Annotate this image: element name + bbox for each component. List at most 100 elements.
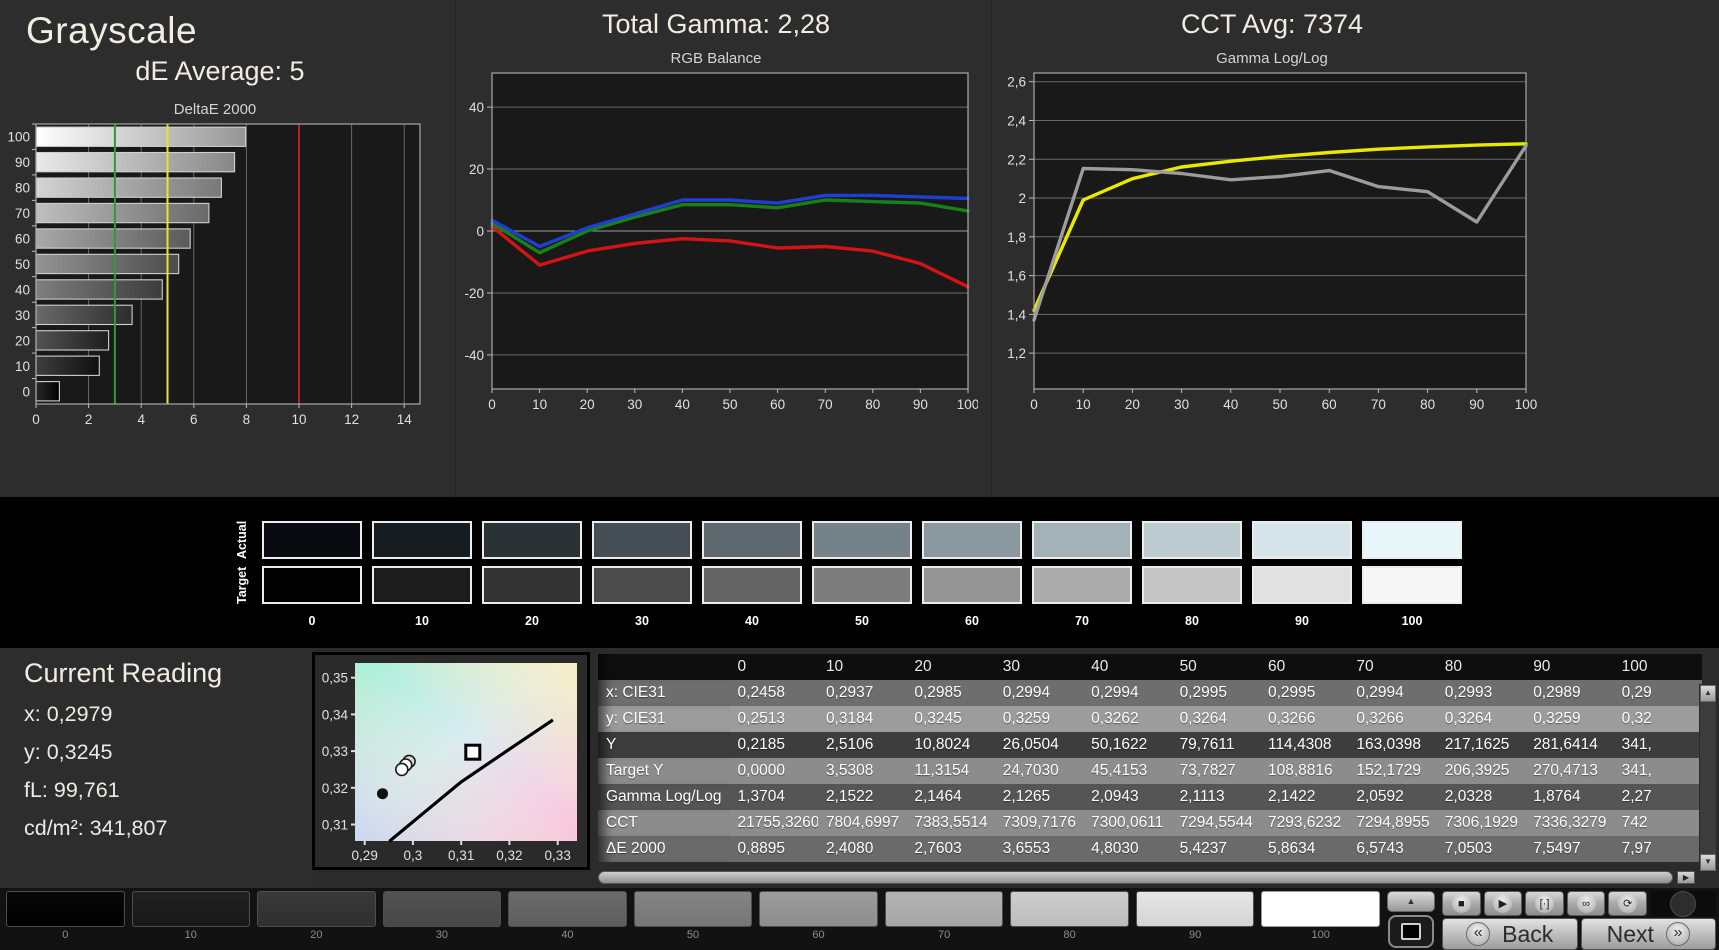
table-cell: 0,32 bbox=[1621, 710, 1652, 727]
next-button[interactable]: Next » bbox=[1580, 918, 1716, 950]
svg-text:1,6: 1,6 bbox=[1007, 269, 1026, 284]
pattern-up-button[interactable]: ▲ bbox=[1387, 891, 1435, 912]
pattern-patch-button[interactable] bbox=[257, 891, 376, 927]
table-cell: 281,6414 bbox=[1533, 736, 1598, 753]
target-swatch bbox=[1252, 566, 1352, 604]
table-cell: 3,5308 bbox=[825, 762, 874, 779]
stop-button[interactable]: ■ bbox=[1442, 891, 1481, 916]
refresh-button[interactable]: ⟳ bbox=[1608, 891, 1647, 916]
table-cell: 0,3266 bbox=[1267, 710, 1316, 727]
pattern-patch-button[interactable] bbox=[759, 891, 878, 927]
pattern-window-button[interactable] bbox=[1388, 915, 1434, 948]
svg-text:2: 2 bbox=[1018, 191, 1026, 206]
continuous-button[interactable]: ∞ bbox=[1566, 891, 1606, 916]
pattern-patch-button[interactable] bbox=[382, 891, 502, 927]
pattern-patch-button[interactable] bbox=[6, 891, 125, 927]
scroll-right-icon[interactable]: ▶ bbox=[1677, 871, 1695, 884]
table-row-label: ΔE 2000 bbox=[598, 836, 730, 862]
table-cell: 7309,7176 bbox=[1002, 814, 1077, 831]
table-header-row: 0 10 20 30 40 50 60 70 80 90 100 bbox=[598, 654, 1702, 680]
pattern-patch: 40 bbox=[508, 891, 627, 941]
svg-text:2,2: 2,2 bbox=[1007, 152, 1026, 167]
target-swatch bbox=[262, 566, 362, 604]
pattern-patch-button[interactable] bbox=[131, 891, 251, 927]
up-arrow-icon: ▲ bbox=[1406, 896, 1416, 906]
current-reading-panel: Current Reading x: 0,2979 y: 0,3245 fL: 99… bbox=[0, 648, 312, 888]
total-gamma-label: Total Gamma: 2,28 bbox=[601, 9, 831, 39]
swatch-level-label: 10 bbox=[415, 614, 429, 628]
table-cell: 45,4153 bbox=[1091, 762, 1148, 779]
table-cell: 7306,1929 bbox=[1444, 814, 1519, 831]
range-button[interactable]: [·] bbox=[1525, 891, 1564, 916]
table-cell: 0,2994 bbox=[1091, 684, 1139, 701]
table-cell: 10,8024 bbox=[914, 736, 971, 753]
table-cell: 2,27 bbox=[1621, 788, 1652, 805]
actual-swatch bbox=[1252, 521, 1352, 559]
target-swatch bbox=[592, 566, 692, 604]
table-row: Target Y 0,0000 3,5308 11,3154 24,7030 45,415… bbox=[598, 758, 1702, 784]
page-title: Grayscale bbox=[26, 10, 198, 51]
svg-text:-40: -40 bbox=[464, 348, 484, 363]
pattern-patch: 90 bbox=[1135, 891, 1255, 941]
deltae-bar-chart: 100 90 80 70 60 50 40 30 20 10 0 0 2 4 6 8 10 12 14 bbox=[0, 118, 455, 453]
transport-controls: ■ ▶ [·] ∞ ⟳ « Back Next » bbox=[1438, 888, 1719, 950]
actual-swatch bbox=[372, 521, 472, 559]
table-horizontal-scrollbar[interactable]: ▶ bbox=[598, 871, 1695, 884]
svg-text:0: 0 bbox=[476, 224, 484, 239]
rgb-chart-title: RGB Balance bbox=[670, 50, 762, 67]
pattern-control-bar: 0 10 20 30 40 50 60 70 80 90 100 ▲ ■ ▶ [·] ∞ ⟳ « Back … bbox=[0, 888, 1719, 950]
svg-text:40: 40 bbox=[675, 397, 690, 412]
measurement-table: 0 10 20 30 40 50 60 70 80 90 100 x: CIE31 0,2458 0,29… bbox=[598, 654, 1702, 862]
swatch-level-label: 0 bbox=[308, 614, 316, 628]
target-swatch bbox=[922, 566, 1022, 604]
table-cell: 1,8764 bbox=[1533, 788, 1581, 805]
svg-text:0,33: 0,33 bbox=[322, 744, 348, 759]
pattern-patch-button[interactable] bbox=[633, 891, 753, 927]
svg-text:100: 100 bbox=[957, 397, 978, 412]
svg-text:40: 40 bbox=[469, 100, 484, 115]
swatch-level-label: 70 bbox=[1075, 614, 1089, 628]
swatch-level-label: 60 bbox=[965, 614, 979, 628]
svg-text:20: 20 bbox=[15, 333, 30, 348]
table-cell: 108,8816 bbox=[1267, 762, 1333, 779]
pattern-patch-button[interactable] bbox=[1261, 891, 1380, 927]
swatch-level-label: 30 bbox=[635, 614, 649, 628]
scroll-up-icon[interactable]: ▲ bbox=[1700, 685, 1716, 702]
grayscale-panel: Grayscale dE Average: 5 DeltaE 2000 100 9… bbox=[0, 0, 455, 497]
pattern-patch-button[interactable] bbox=[1135, 891, 1255, 927]
table-cell: 5,8634 bbox=[1267, 840, 1316, 857]
table-cell: 0,2985 bbox=[914, 684, 962, 701]
table-cell: 2,1113 bbox=[1179, 788, 1225, 805]
table-cell: 7,97 bbox=[1621, 840, 1652, 857]
table-column-header: 60 bbox=[1259, 654, 1349, 680]
back-button[interactable]: « Back bbox=[1442, 918, 1578, 950]
table-cell: 79,7611 bbox=[1179, 736, 1235, 753]
pattern-patch-button[interactable] bbox=[1010, 891, 1129, 927]
scrollbar-thumb[interactable] bbox=[598, 871, 1673, 884]
table-cell: 26,0504 bbox=[1002, 736, 1059, 753]
swatch-level-label: 20 bbox=[525, 614, 539, 628]
table-cell: 24,7030 bbox=[1002, 762, 1059, 779]
range-icon: [·] bbox=[1534, 894, 1554, 913]
svg-text:80: 80 bbox=[15, 181, 30, 196]
table-cell: 0,3264 bbox=[1444, 710, 1493, 727]
svg-text:40: 40 bbox=[1223, 397, 1238, 412]
play-button[interactable]: ▶ bbox=[1483, 891, 1523, 916]
reading-line: cd/m²: 341,807 bbox=[24, 816, 168, 840]
back-button-label: Back bbox=[1502, 920, 1554, 947]
svg-text:70: 70 bbox=[1371, 397, 1386, 412]
table-cell: 270,4713 bbox=[1533, 762, 1598, 779]
svg-text:0,3: 0,3 bbox=[404, 848, 423, 863]
svg-text:10: 10 bbox=[1076, 397, 1091, 412]
pattern-patch-button[interactable] bbox=[508, 891, 627, 927]
table-vertical-scrollbar[interactable]: ▲ ▼ bbox=[1699, 684, 1717, 872]
svg-text:6: 6 bbox=[190, 412, 198, 427]
pattern-patch-button[interactable] bbox=[884, 891, 1004, 927]
actual-row-label: Actual bbox=[235, 520, 249, 559]
target-swatch bbox=[702, 566, 802, 604]
table-cell: 206,3925 bbox=[1444, 762, 1510, 779]
next-button-label: Next bbox=[1606, 920, 1654, 947]
scroll-down-icon[interactable]: ▼ bbox=[1700, 854, 1716, 871]
actual-swatch bbox=[702, 521, 802, 559]
